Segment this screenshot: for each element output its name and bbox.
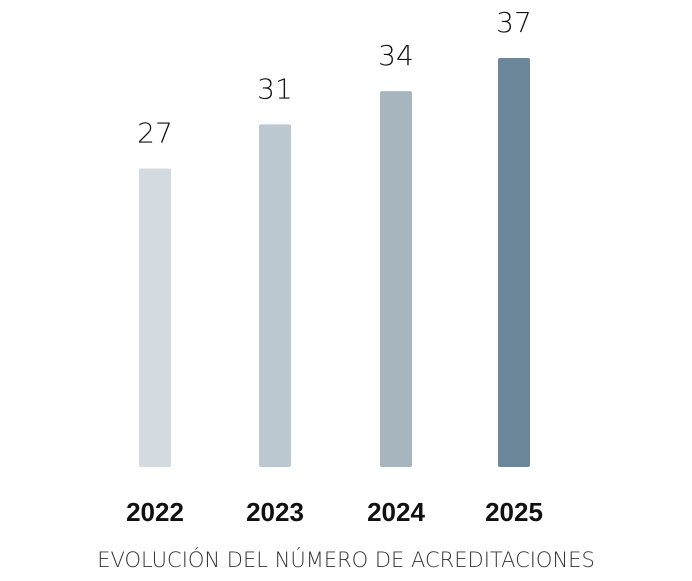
- bar: [380, 91, 412, 467]
- value-label: 31: [257, 72, 293, 105]
- x-tick-label: 2024: [367, 497, 425, 527]
- value-label: 37: [496, 6, 532, 39]
- x-tick-label: 2025: [485, 497, 543, 527]
- chart-title: EVOLUCIÓN DEL NÚMERO DE ACREDITACIONES: [97, 547, 595, 572]
- bar: [498, 58, 530, 467]
- value-label: 27: [137, 117, 173, 150]
- value-label: 34: [378, 39, 414, 72]
- bar: [259, 124, 291, 467]
- bar: [139, 168, 171, 468]
- x-tick-label: 2022: [126, 497, 184, 527]
- x-tick-label: 2023: [246, 497, 304, 527]
